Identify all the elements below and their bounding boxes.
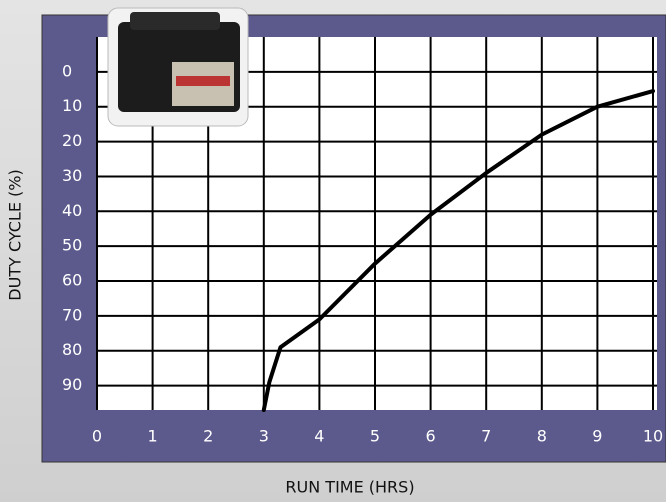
y-tick-label: 50: [62, 236, 82, 255]
x-tick-label: 9: [592, 427, 602, 446]
x-tick-label: 10: [643, 427, 663, 446]
x-tick-label: 8: [537, 427, 547, 446]
x-tick-label: 7: [481, 427, 491, 446]
x-tick-label: 2: [203, 427, 213, 446]
y-tick-label: 0: [62, 61, 72, 80]
x-tick-label: 5: [370, 427, 380, 446]
x-tick-label: 3: [259, 427, 269, 446]
y-tick-label: 30: [62, 166, 82, 185]
y-tick-label: 40: [62, 201, 82, 220]
y-tick-label: 10: [62, 96, 82, 115]
y-tick-label: 60: [62, 271, 82, 290]
y-tick-label: 90: [62, 375, 82, 394]
x-tick-label: 6: [426, 427, 436, 446]
battery-image: [108, 8, 248, 126]
y-tick-label: 20: [62, 131, 82, 150]
x-tick-label: 4: [314, 427, 324, 446]
y-tick-label: 70: [62, 305, 82, 324]
page: {"chart_data": {"type": "line", "x_label…: [0, 0, 666, 502]
chart: DUTY CYCLE (%) RUN TIME (HRS) 0102030405…: [0, 0, 666, 502]
x-tick-label: 1: [148, 427, 158, 446]
y-axis-title: DUTY CYCLE (%): [6, 169, 25, 300]
x-axis-title: RUN TIME (HRS): [285, 478, 414, 497]
y-tick-label: 80: [62, 340, 82, 359]
x-tick-label: 0: [92, 427, 102, 446]
